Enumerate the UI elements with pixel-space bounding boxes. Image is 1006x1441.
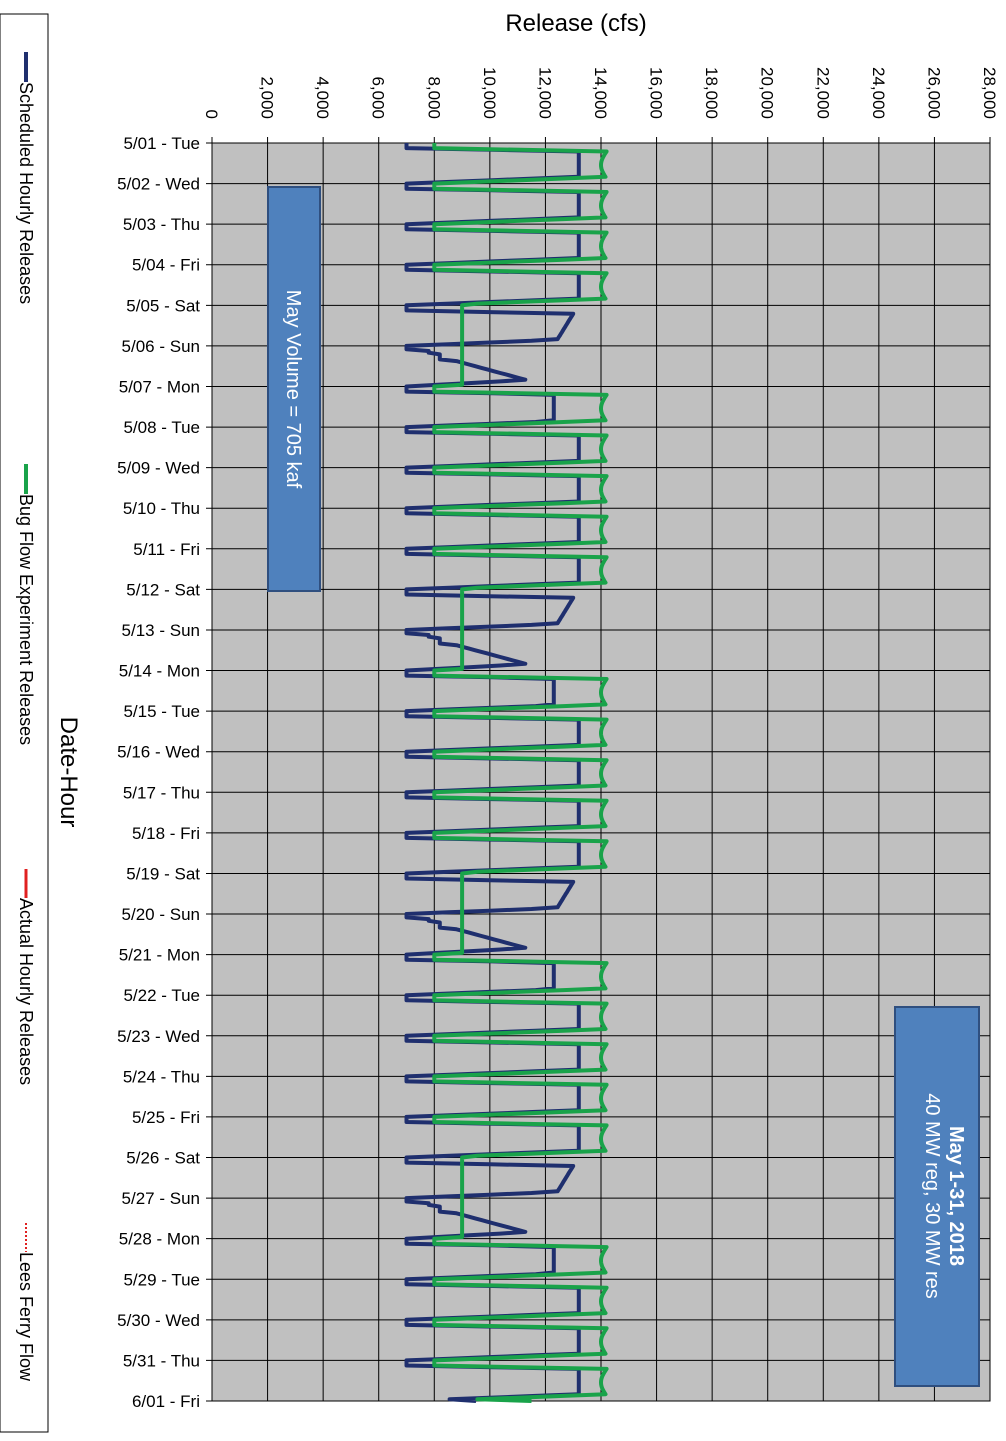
- release-tick-label: 24,000: [869, 67, 888, 119]
- period-annotation-title: May 1-31, 2018: [945, 1126, 967, 1266]
- release-tick-labels: 0 2,000 4,000 6,000 8,000 10,000 12,000 14,000 1…: [202, 67, 999, 119]
- date-tick-label: 5/24 - Thu: [123, 1067, 200, 1086]
- date-tick-label: 5/09 - Wed: [117, 459, 200, 478]
- date-tick-label: 5/19 - Sat: [126, 864, 200, 883]
- date-tick-label: 5/02 - Wed: [117, 175, 200, 194]
- date-tick-label: 5/25 - Fri: [132, 1108, 200, 1127]
- date-tick-label: 5/22 - Tue: [123, 986, 200, 1005]
- date-tick-label: 5/20 - Sun: [122, 905, 200, 924]
- date-tick-label: 5/17 - Thu: [123, 783, 200, 802]
- date-tick-label: 5/13 - Sun: [122, 621, 200, 640]
- date-tick-label: 5/10 - Thu: [123, 499, 200, 518]
- release-tick-label: 6,000: [369, 76, 388, 119]
- scheduled-release-line: [404, 142, 581, 1403]
- date-axis-title: Date-Hour: [55, 717, 82, 828]
- date-tick-label: 5/14 - Mon: [119, 662, 200, 681]
- release-tick-label: 22,000: [813, 67, 832, 119]
- release-tick-label: 16,000: [647, 67, 666, 119]
- date-tick-label: 5/27 - Sun: [122, 1189, 200, 1208]
- date-tick-labels: 5/01 - Tue 5/02 - Wed 5/03 - Thu 5/04 - Fri…: [117, 134, 200, 1411]
- date-tick-label: 5/03 - Thu: [123, 215, 200, 234]
- date-tick-label: 5/28 - Mon: [119, 1230, 200, 1249]
- date-tick-label: 5/11 - Fri: [133, 540, 200, 559]
- release-tick-label: 12,000: [535, 67, 554, 119]
- date-tick-label: 5/29 - Tue: [123, 1270, 200, 1289]
- date-tick-label: 5/05 - Sat: [126, 296, 200, 315]
- date-tick-label: 5/12 - Sat: [126, 580, 200, 599]
- legend-item-actual: Actual Hourly Releases: [16, 869, 36, 1085]
- date-tick-label: 6/01 - Fri: [132, 1392, 200, 1411]
- release-tick-label: 20,000: [758, 67, 777, 119]
- release-tick-label: 10,000: [480, 67, 499, 119]
- release-tick-label: 28,000: [980, 67, 999, 119]
- legend-item-scheduled: Scheduled Hourly Releases: [16, 52, 36, 304]
- volume-annotation: May Volume = 705 kaf: [267, 186, 321, 592]
- volume-annotation-text: May Volume = 705 kaf: [282, 290, 304, 489]
- release-axis-title: Release (cfs): [505, 10, 646, 37]
- date-tick-label: 5/18 - Fri: [132, 824, 200, 843]
- date-tick-label: 5/31 - Thu: [123, 1351, 200, 1370]
- release-tick-label: 14,000: [591, 67, 610, 119]
- period-annotation: May 1-31, 2018 40 MW reg, 30 MW res: [894, 1006, 980, 1387]
- legend: Scheduled Hourly Releases Bug Flow Exper…: [0, 13, 49, 1433]
- date-tick-label: 5/06 - Sun: [122, 337, 200, 356]
- date-tick-label: 5/08 - Tue: [123, 418, 200, 437]
- series-layer: [404, 142, 609, 1403]
- legend-label-actual: Actual Hourly Releases: [16, 898, 36, 1085]
- date-tick-label: 5/15 - Tue: [123, 702, 200, 721]
- release-tick-label: 8,000: [424, 76, 443, 119]
- date-tick-label: 5/30 - Wed: [117, 1311, 200, 1330]
- release-tick-label: 0: [202, 110, 221, 119]
- date-tick-label: 5/16 - Wed: [117, 743, 200, 762]
- release-tick-label: 18,000: [702, 67, 721, 119]
- legend-item-bugflow: Bug Flow Experiment Releases: [16, 464, 36, 745]
- period-annotation-subtitle: 40 MW reg, 30 MW res: [921, 1093, 943, 1299]
- legend-label-lees-ferry: Lees Ferry Flow: [16, 1252, 36, 1382]
- release-tick-label: 4,000: [313, 76, 332, 119]
- date-tick-label: 5/26 - Sat: [126, 1149, 200, 1168]
- legend-item-lees-ferry: Lees Ferry Flow: [16, 1223, 36, 1382]
- bugflow-release-line: [432, 142, 609, 1403]
- legend-label-scheduled: Scheduled Hourly Releases: [16, 82, 36, 304]
- date-tick-label: 5/04 - Fri: [132, 256, 200, 275]
- date-tick-label: 5/21 - Mon: [119, 946, 200, 965]
- date-tick-label: 5/07 - Mon: [119, 377, 200, 396]
- release-tick-label: 2,000: [258, 76, 277, 119]
- release-tick-label: 26,000: [924, 67, 943, 119]
- date-tick-label: 5/23 - Wed: [117, 1027, 200, 1046]
- date-tick-label: 5/01 - Tue: [123, 134, 200, 153]
- legend-label-bugflow: Bug Flow Experiment Releases: [16, 494, 36, 745]
